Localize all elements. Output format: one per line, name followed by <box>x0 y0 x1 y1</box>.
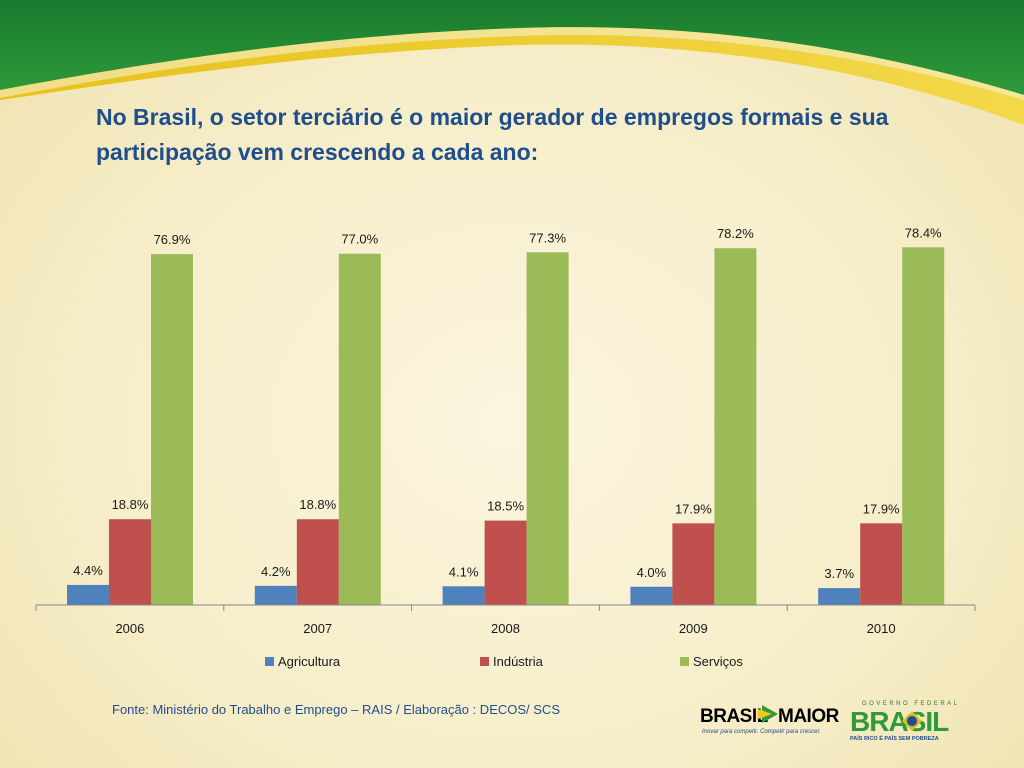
data-label: 4.1% <box>449 564 479 579</box>
x-tick-label: 2008 <box>491 621 520 636</box>
x-tick-label: 2010 <box>867 621 896 636</box>
data-label: 18.8% <box>299 497 336 512</box>
bar-servicos-2006 <box>151 254 193 606</box>
bar-servicos-2009 <box>714 248 757 605</box>
bar-agricultura-2006 <box>67 584 109 605</box>
data-label: 77.0% <box>341 232 378 247</box>
x-tick-label: 2009 <box>679 621 708 636</box>
legend-label-industria: Indústria <box>493 654 544 669</box>
x-tick-labels: 2006 2007 2008 2009 2010 <box>115 621 895 636</box>
data-label: 4.4% <box>73 563 103 578</box>
legend-swatch-agricultura <box>265 657 274 666</box>
bar-industria-2008 <box>484 520 527 605</box>
data-label: 4.0% <box>637 565 667 580</box>
bar-servicos-2010 <box>902 247 945 606</box>
bar-industria-2007 <box>296 519 339 605</box>
brasil-maior-logo: BRASIL MAIOR Inovar para competir. Compe… <box>700 705 840 735</box>
chart-legend: Agricultura Indústria Serviços <box>265 654 743 669</box>
legend-label-agricultura: Agricultura <box>278 654 341 669</box>
data-label: 17.9% <box>863 501 900 516</box>
legend-swatch-servicos <box>680 657 689 666</box>
x-tick-label: 2006 <box>115 621 144 636</box>
bar-industria-2009 <box>672 523 715 605</box>
x-tick-label: 2007 <box>303 621 332 636</box>
bar-agricultura-2008 <box>442 586 485 605</box>
data-label: 78.2% <box>717 226 754 241</box>
legend-swatch-industria <box>480 657 489 666</box>
data-label: 17.9% <box>675 501 712 516</box>
svg-text:BRASIL: BRASIL <box>850 706 949 737</box>
data-label: 77.3% <box>529 230 566 245</box>
svg-text:MAIOR: MAIOR <box>778 706 840 727</box>
chart-bars <box>67 247 945 606</box>
legend-label-servicos: Serviços <box>693 654 743 669</box>
bar-agricultura-2010 <box>818 588 861 605</box>
bar-servicos-2007 <box>338 253 381 605</box>
bar-servicos-2008 <box>526 252 569 605</box>
svg-text:PAÍS RICO É PAÍS SEM POBREZA: PAÍS RICO É PAÍS SEM POBREZA <box>850 734 939 742</box>
source-note: Fonte: Ministério do Trabalho e Emprego … <box>112 702 560 717</box>
data-label: 4.2% <box>261 564 291 579</box>
data-label: 3.7% <box>824 566 854 581</box>
bar-industria-2006 <box>109 519 151 605</box>
header-decoration <box>0 0 1024 125</box>
data-label: 78.4% <box>905 225 942 240</box>
svg-text:BRASIL: BRASIL <box>700 706 769 727</box>
svg-text:GOVERNO FEDERAL: GOVERNO FEDERAL <box>862 701 960 707</box>
bar-industria-2010 <box>860 523 903 605</box>
data-label: 76.9% <box>154 232 191 247</box>
data-label: 18.8% <box>112 497 149 512</box>
data-labels: 4.4% 18.8% 76.9% 4.2% 18.8% 77.0% 4.1% 18.5% 77.… <box>73 225 942 581</box>
data-label: 18.5% <box>487 499 524 514</box>
bar-agricultura-2007 <box>254 585 297 605</box>
page-title: No Brasil, o setor terciário é o maior g… <box>96 104 889 165</box>
x-axis-ticks <box>35 605 976 611</box>
governo-federal-logo: GOVERNO FEDERAL BRASIL PAÍS RICO É PAÍS … <box>848 697 970 743</box>
bar-agricultura-2009 <box>630 586 673 605</box>
